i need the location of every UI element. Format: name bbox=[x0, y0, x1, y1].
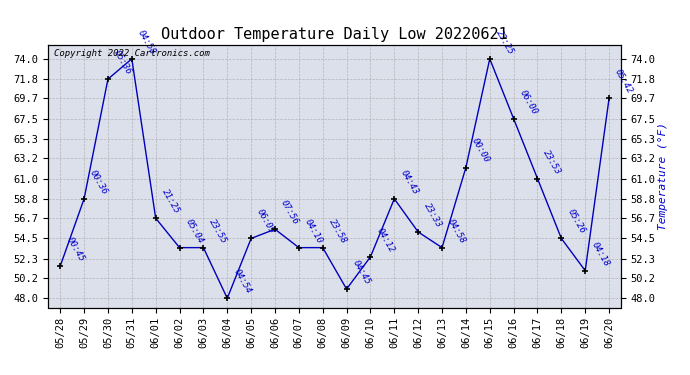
Text: 05:04: 05:04 bbox=[184, 217, 205, 245]
Y-axis label: Temperature (°F): Temperature (°F) bbox=[658, 122, 669, 230]
Text: 07:56: 07:56 bbox=[279, 199, 300, 226]
Text: 23:53: 23:53 bbox=[542, 148, 563, 176]
Text: 00:00: 00:00 bbox=[470, 137, 491, 165]
Title: Outdoor Temperature Daily Low 20220621: Outdoor Temperature Daily Low 20220621 bbox=[161, 27, 508, 42]
Text: Copyright 2022 Cartronics.com: Copyright 2022 Cartronics.com bbox=[54, 49, 210, 58]
Text: 06:09: 06:09 bbox=[255, 208, 277, 236]
Text: 04:54: 04:54 bbox=[231, 268, 253, 296]
Text: 23:25: 23:25 bbox=[494, 28, 515, 56]
Text: 04:12: 04:12 bbox=[375, 226, 396, 254]
Text: 04:45: 04:45 bbox=[351, 258, 372, 286]
Text: 04:58: 04:58 bbox=[136, 28, 157, 56]
Text: 23:55: 23:55 bbox=[208, 217, 229, 245]
Text: 04:43: 04:43 bbox=[398, 168, 420, 196]
Text: 04:10: 04:10 bbox=[303, 217, 324, 245]
Text: 23:58: 23:58 bbox=[327, 217, 348, 245]
Text: 00:45: 00:45 bbox=[64, 236, 86, 263]
Text: 04:58: 04:58 bbox=[446, 217, 467, 245]
Text: 21:25: 21:25 bbox=[160, 188, 181, 215]
Text: 06:00: 06:00 bbox=[518, 88, 539, 116]
Text: 05:26: 05:26 bbox=[566, 208, 586, 236]
Text: 00:36: 00:36 bbox=[88, 168, 110, 196]
Text: 23:33: 23:33 bbox=[422, 201, 444, 229]
Text: 04:18: 04:18 bbox=[589, 240, 611, 268]
Text: 05:36: 05:36 bbox=[112, 48, 133, 76]
Text: 05:42: 05:42 bbox=[613, 68, 635, 96]
